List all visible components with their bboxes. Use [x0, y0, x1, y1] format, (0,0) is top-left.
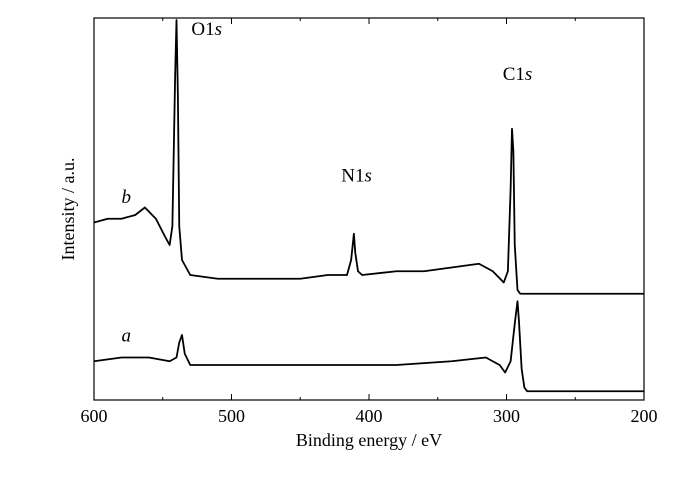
peak-annotation-base: N1 — [341, 165, 364, 186]
x-axis-ticks: 600 500 400 300 200 — [81, 18, 658, 426]
peak-annotation-orbital: s — [525, 64, 532, 85]
peak-annotation: O1s — [191, 19, 222, 40]
peak-annotation-orbital: s — [215, 19, 222, 40]
x-axis-label: Binding energy / eV — [296, 430, 442, 450]
peak-annotation-orbital: s — [365, 165, 372, 186]
series-group — [93, 19, 644, 393]
peak-annotation-base: O1 — [191, 19, 214, 40]
x-tick-label: 200 — [631, 406, 658, 426]
series-b-label: b — [122, 187, 132, 208]
series-b-line — [93, 19, 644, 295]
series-a-label: a — [122, 326, 132, 347]
y-axis-label: Intensity / a.u. — [58, 158, 78, 261]
peak-annotation: N1s — [341, 165, 372, 186]
x-tick-label: 500 — [218, 406, 245, 426]
x-tick-label: 300 — [493, 406, 520, 426]
peak-annotation-base: C1 — [503, 64, 525, 85]
x-tick-label: 400 — [356, 406, 383, 426]
plot-area-frame — [93, 17, 645, 401]
series-a-line — [93, 300, 644, 393]
peak-annotation: C1s — [503, 64, 533, 85]
x-tick-label: 600 — [81, 406, 108, 426]
